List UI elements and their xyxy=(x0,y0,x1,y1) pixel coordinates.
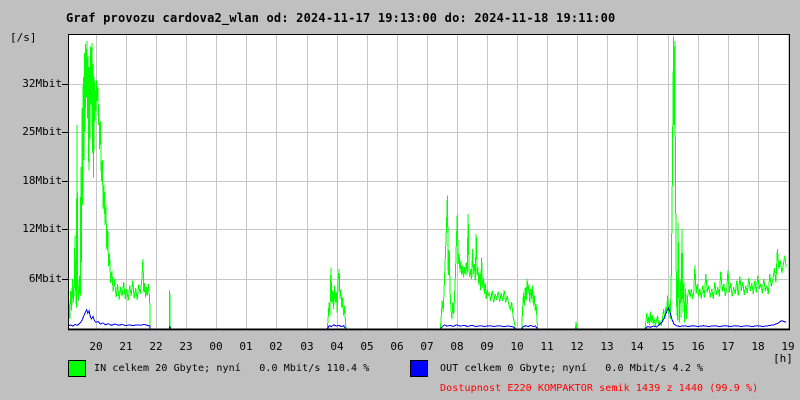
x-tick-label: 02 xyxy=(269,340,283,353)
x-tick-label: 05 xyxy=(360,340,374,353)
x-tick-label: 11 xyxy=(540,340,554,353)
y-tick-label: 25Mbit xyxy=(22,125,62,138)
x-tick-label: 16 xyxy=(691,340,705,353)
y-tick-mark xyxy=(62,132,68,133)
x-tick-label: 22 xyxy=(149,340,163,353)
y-tick-label: 32Mbit xyxy=(22,77,62,90)
traffic-plot-area xyxy=(68,34,790,331)
x-tick-label: 23 xyxy=(179,340,193,353)
x-tick-label: 20 xyxy=(89,340,103,353)
y-tick-label: 18Mbit xyxy=(22,174,62,187)
availability-text: Dostupnost E220 KOMPAKTOR semik 1439 z 1… xyxy=(440,383,759,394)
x-tick-label: 21 xyxy=(119,340,133,353)
plot-svg xyxy=(68,34,790,331)
x-axis-unit-label: [h] xyxy=(773,352,793,365)
x-tick-label: 13 xyxy=(600,340,614,353)
x-tick-label: 06 xyxy=(390,340,404,353)
x-tick-label: 07 xyxy=(420,340,434,353)
y-tick-label: 12Mbit xyxy=(22,222,62,235)
out-legend-label: OUT celkem 0 Gbyte; nyní 0.0 Mbit/s 4.2 … xyxy=(440,363,704,374)
x-tick-label: 12 xyxy=(570,340,584,353)
out-legend-swatch xyxy=(410,360,428,377)
y-tick-mark xyxy=(62,229,68,230)
in-legend-label: IN celkem 20 Gbyte; nyní 0.0 Mbit/s 110.… xyxy=(94,363,370,374)
x-tick-label: 17 xyxy=(721,340,735,353)
y-axis-unit-label: [/s] xyxy=(10,31,37,44)
x-tick-label: 08 xyxy=(450,340,464,353)
x-tick-label: 09 xyxy=(480,340,494,353)
y-tick-mark xyxy=(62,84,68,85)
y-tick-label: 6Mbit xyxy=(28,272,62,285)
x-tick-label: 04 xyxy=(330,340,344,353)
series-in-line xyxy=(68,36,787,330)
x-tick-label: 15 xyxy=(661,340,675,353)
x-tick-label: 01 xyxy=(239,340,253,353)
in-legend-swatch xyxy=(68,360,86,377)
series-out-line xyxy=(68,306,787,330)
y-tick-mark xyxy=(62,181,68,182)
x-tick-label: 18 xyxy=(751,340,765,353)
x-tick-label: 10 xyxy=(510,340,524,353)
x-tick-label: 00 xyxy=(209,340,223,353)
graph-title: Graf provozu cardova2_wlan od: 2024-11-1… xyxy=(66,11,616,25)
x-tick-label: 19 xyxy=(781,340,795,353)
x-tick-label: 14 xyxy=(630,340,644,353)
x-tick-label: 03 xyxy=(300,340,314,353)
y-tick-mark xyxy=(62,279,68,280)
